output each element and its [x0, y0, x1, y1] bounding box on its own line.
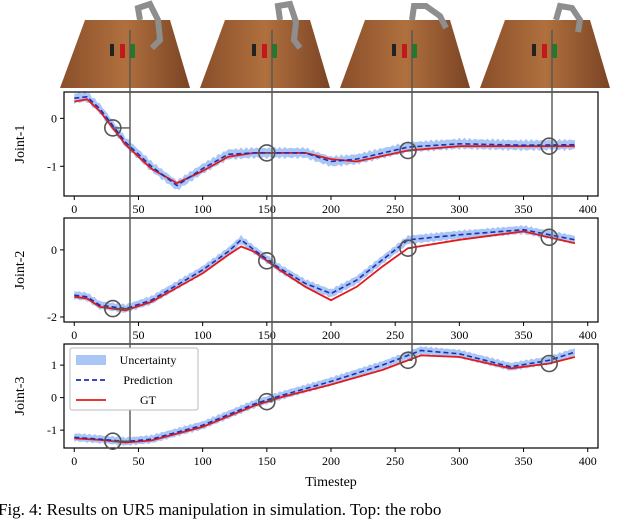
- snapshot-marker: [399, 239, 417, 257]
- snapshot-marker: [257, 144, 276, 162]
- x-tick-label: 0: [71, 202, 77, 216]
- legend-label: GT: [140, 393, 157, 407]
- x-tick-label: 50: [132, 202, 144, 216]
- snapshot-1: [60, 0, 190, 88]
- snapshot-marker: [540, 228, 559, 247]
- uncertainty-band: [74, 91, 575, 190]
- panel-joint-2: 0 50 100 150 200 250 300 350 400 0 -2 Joint-2: [13, 217, 599, 342]
- y-tick-label: 0: [51, 111, 57, 125]
- x-tick-label: 50: [132, 454, 144, 468]
- x-tick-label: 400: [579, 328, 597, 342]
- y-tick-label: 0: [51, 243, 57, 257]
- x-tick-label: 100: [194, 454, 212, 468]
- snapshot-marker: [257, 392, 276, 411]
- snapshot-marker: [399, 351, 417, 370]
- x-tick-label: 150: [258, 202, 276, 216]
- y-tick-label: -1: [47, 159, 57, 173]
- gt-line: [74, 354, 576, 444]
- legend: Uncertainty Prediction GT: [69, 347, 199, 411]
- x-tick-label: 200: [322, 454, 340, 468]
- snapshot-2: [200, 0, 330, 88]
- y-axis-label: Joint-3: [13, 377, 28, 416]
- x-tick-label: 400: [579, 202, 597, 216]
- robot-snapshots: [60, 0, 610, 88]
- prediction-line: [74, 349, 576, 443]
- x-tick-label: 300: [450, 202, 468, 216]
- snapshot-marker: [540, 137, 559, 155]
- panel-joint-1: 0 50 100 150 200 250 300 350 400 0 -1 Joint-1: [13, 91, 599, 216]
- snapshot-marker: [399, 141, 417, 160]
- gt-line: [74, 98, 575, 185]
- y-axis-label: Joint-2: [13, 251, 28, 290]
- x-tick-label: 100: [194, 328, 212, 342]
- x-tick-label: 100: [194, 202, 212, 216]
- x-tick-label: 200: [322, 202, 340, 216]
- y-tick-label: -2: [47, 310, 57, 324]
- x-tick-label: 250: [386, 328, 404, 342]
- x-tick-label: 150: [258, 328, 276, 342]
- x-tick-label: 250: [386, 454, 404, 468]
- x-tick-label: 350: [515, 328, 533, 342]
- x-axis-label: Timestep: [305, 475, 357, 490]
- uncertainty-band: [74, 225, 575, 313]
- figure-caption: Fig. 4: Results on UR5 manipulation in s…: [0, 500, 442, 519]
- x-tick-label: 300: [450, 454, 468, 468]
- y-tick-label: -1: [47, 423, 57, 437]
- x-tick-label: 250: [386, 202, 404, 216]
- x-tick-label: 350: [515, 202, 533, 216]
- y-tick-label: 1: [51, 358, 57, 372]
- legend-swatch: [76, 355, 106, 365]
- x-tick-label: 150: [258, 454, 276, 468]
- x-tick-label: 400: [579, 454, 597, 468]
- x-tick-label: 0: [71, 328, 77, 342]
- x-tick-label: 0: [71, 454, 77, 468]
- prediction-line: [74, 95, 575, 187]
- x-tick-label: 50: [132, 328, 144, 342]
- x-tick-label: 350: [515, 454, 533, 468]
- panel-joint-3: 0 50 100 150 200 250 300 350 400 1 0 -1 Joint-3: [13, 343, 599, 468]
- x-tick-label: 200: [322, 328, 340, 342]
- snapshot-marker: [257, 251, 276, 270]
- x-tick-label: 300: [450, 328, 468, 342]
- snapshot-3: [340, 2, 470, 88]
- y-tick-label: 0: [51, 391, 57, 405]
- y-axis-label: Joint-1: [13, 125, 28, 164]
- legend-label: Uncertainty: [120, 353, 177, 367]
- legend-label: Prediction: [123, 373, 172, 387]
- snapshot-4: [480, 2, 610, 88]
- snapshot-marker: [540, 354, 559, 373]
